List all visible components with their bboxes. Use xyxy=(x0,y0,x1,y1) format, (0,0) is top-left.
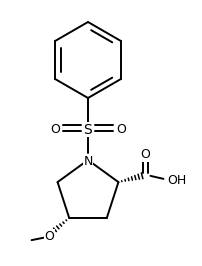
Text: S: S xyxy=(84,123,92,136)
Text: O: O xyxy=(44,230,54,243)
Text: N: N xyxy=(83,155,93,168)
Text: O: O xyxy=(141,148,150,161)
Text: O: O xyxy=(50,123,60,136)
Text: O: O xyxy=(116,123,126,136)
Text: OH: OH xyxy=(167,174,187,187)
